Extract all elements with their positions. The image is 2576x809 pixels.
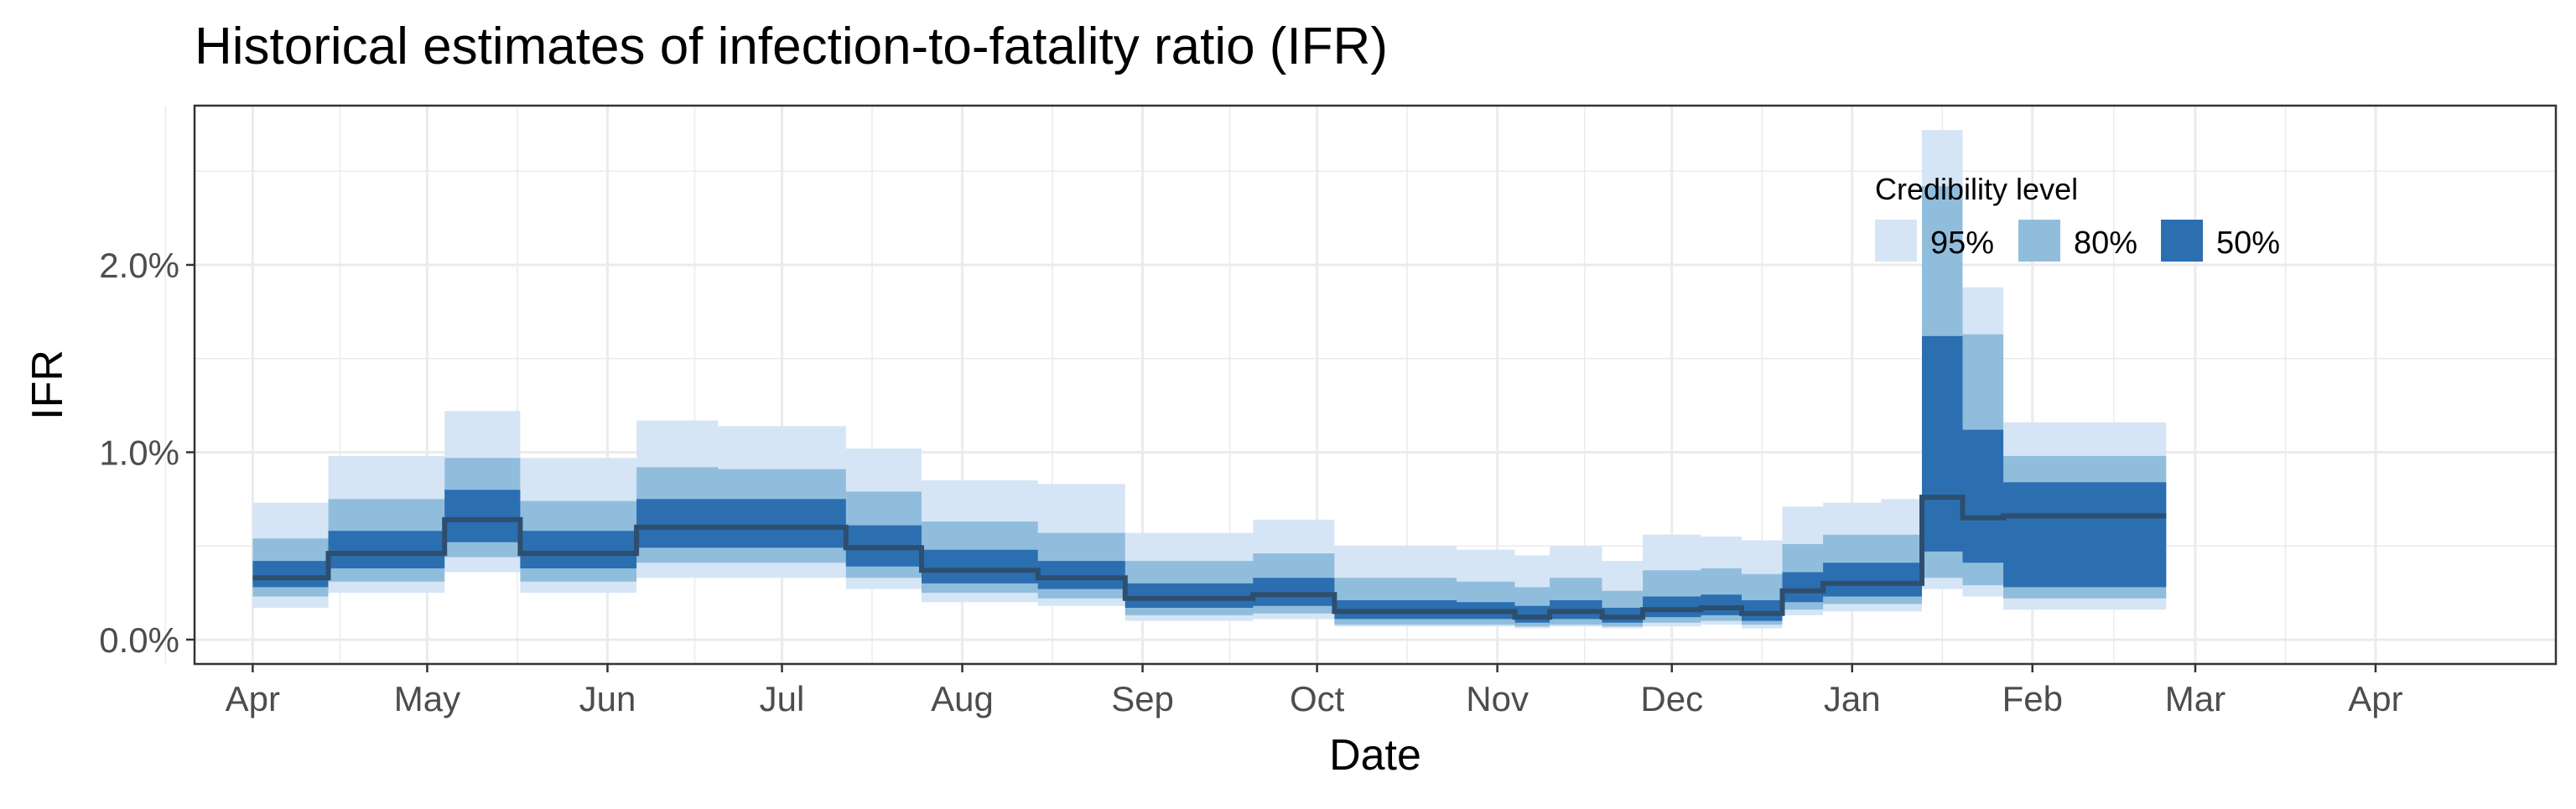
y-tick-label: 2.0% — [99, 246, 179, 285]
legend-label-50: 50% — [2216, 226, 2280, 261]
x-axis: Apr May Jun Jul Aug Sep Oct Nov Dec Jan Feb Mar Apr — [226, 664, 2403, 718]
x-tick-label: Jan — [1824, 679, 1881, 718]
legend-label-95: 95% — [1930, 226, 1994, 261]
legend-swatch-95 — [1875, 220, 1917, 262]
x-tick-label: Nov — [1466, 679, 1529, 718]
x-tick-label: Sep — [1111, 679, 1174, 718]
x-tick-label: Jun — [579, 679, 636, 718]
x-axis-title: Date — [1329, 731, 1421, 780]
chart-title: Historical estimates of infection-to-fat… — [195, 18, 1388, 75]
legend-title: Credibility level — [1875, 172, 2078, 206]
credibility-bands — [252, 130, 2167, 629]
x-tick-label: Aug — [931, 679, 994, 718]
x-tick-label: Feb — [2002, 679, 2063, 718]
y-tick-label: 1.0% — [99, 433, 179, 472]
panel-border — [193, 104, 2558, 666]
x-tick-label: Mar — [2165, 679, 2225, 718]
legend-label-80: 80% — [2074, 226, 2137, 261]
y-axis-title: IFR — [23, 350, 72, 420]
legend-swatch-80 — [2018, 220, 2060, 262]
legend-swatch-50 — [2161, 220, 2203, 262]
x-tick-label: Oct — [1290, 679, 1345, 718]
legend: Credibility level 95% 80% 50% — [1875, 172, 2280, 262]
x-tick-label: Apr — [226, 679, 280, 718]
median-series — [252, 495, 2167, 620]
x-tick-label: Jul — [760, 679, 805, 718]
x-tick-label: May — [394, 679, 460, 718]
x-tick-label: Apr — [2348, 679, 2402, 718]
y-tick-label: 0.0% — [99, 620, 179, 660]
x-tick-label: Dec — [1640, 679, 1703, 718]
y-axis: 0.0% 1.0% 2.0% — [99, 246, 195, 660]
median-line — [252, 495, 2167, 620]
